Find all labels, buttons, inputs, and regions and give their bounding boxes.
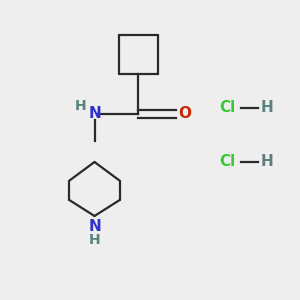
- Text: H: H: [261, 100, 274, 116]
- Text: O: O: [178, 106, 191, 122]
- Text: H: H: [75, 100, 87, 113]
- Text: N: N: [88, 219, 101, 234]
- Text: Cl: Cl: [219, 154, 235, 169]
- Text: Cl: Cl: [219, 100, 235, 116]
- Text: H: H: [89, 232, 100, 247]
- Text: N: N: [88, 106, 101, 122]
- Text: H: H: [261, 154, 274, 169]
